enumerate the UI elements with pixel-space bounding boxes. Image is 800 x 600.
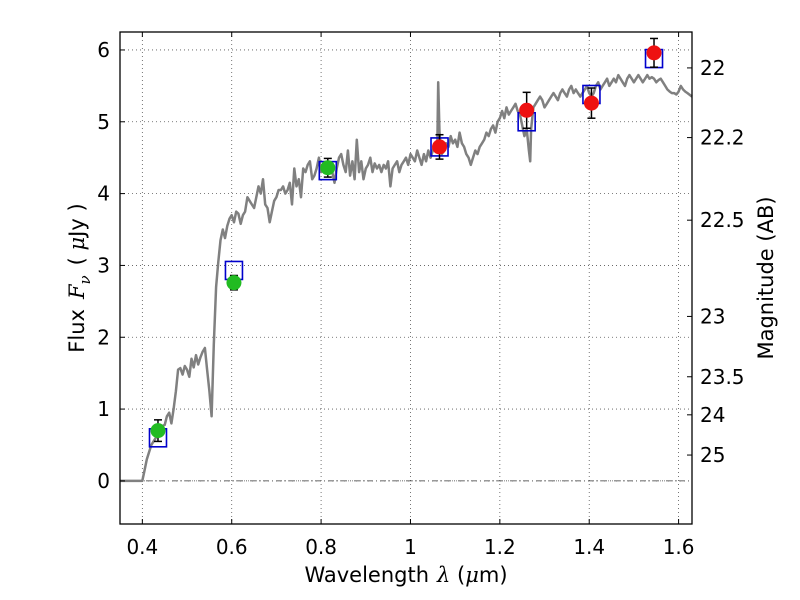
nir-data-point	[583, 95, 599, 111]
y-tick-label: 0	[97, 469, 110, 493]
plot-frame	[119, 31, 693, 525]
x-tick-label: 1	[404, 535, 417, 559]
optical-data-point	[150, 423, 166, 439]
x-axis-unit-open: (	[450, 563, 465, 587]
y-axis-unit-open: (	[65, 250, 89, 265]
nir-data-point	[519, 102, 535, 118]
y2-tick-label: 22	[700, 56, 725, 80]
data-points-group	[150, 45, 662, 439]
y2-tick-label: 25	[700, 443, 725, 467]
x-axis-unit-close: m)	[479, 563, 508, 587]
y-tick-label: 5	[97, 110, 110, 134]
y-tick-label: 2	[97, 325, 110, 349]
y-axis-title: Flux Fν ( μJy )	[65, 203, 94, 352]
x-tick-label: 0.6	[216, 535, 248, 559]
x-tick-label: 0.8	[305, 535, 337, 559]
optical-data-point	[320, 160, 336, 176]
y-tick-label: 1	[97, 397, 110, 421]
model-spectrum-line	[120, 73, 693, 483]
x-axis-title: Wavelength λ (μm)	[304, 563, 507, 587]
x-tick-label: 1.6	[663, 535, 695, 559]
x-axis-label: Wavelength	[304, 563, 429, 587]
y-tick-label: 4	[97, 182, 110, 206]
nir-data-point	[432, 139, 448, 155]
model-spectrum-group	[120, 73, 693, 483]
y-tick-label: 3	[97, 253, 110, 277]
y-axis-unit-close: Jy )	[65, 203, 89, 239]
grid	[120, 32, 692, 524]
y-tick-label: 6	[97, 38, 110, 62]
x-axis-symbol: λ	[436, 563, 450, 587]
y2-axis-title: Magnitude (AB)	[754, 196, 778, 359]
y-axis-label: Flux	[65, 309, 89, 353]
x-axis-unit-mu: μ	[465, 563, 479, 587]
y2-tick-label: 22.5	[700, 208, 745, 232]
y-axis-unit-mu: μ	[65, 237, 89, 251]
y-axis-symbol: F	[65, 283, 89, 300]
x-tick-label: 1.2	[484, 535, 516, 559]
y2-tick-label: 23.5	[700, 365, 745, 389]
x-tick-label: 0.4	[126, 535, 158, 559]
y-axis-subscript: ν	[76, 275, 94, 284]
optical-data-point	[226, 275, 242, 291]
nir-data-point	[646, 45, 662, 61]
y2-tick-label: 22.2	[700, 126, 745, 150]
y2-tick-label: 24	[700, 403, 725, 427]
x-tick-label: 1.4	[573, 535, 605, 559]
ticks-group: 0.4 0.6 0.8 1 1.2 1.4 1.601234562222.222.52323…	[97, 32, 745, 559]
y2-tick-label: 23	[700, 304, 725, 328]
